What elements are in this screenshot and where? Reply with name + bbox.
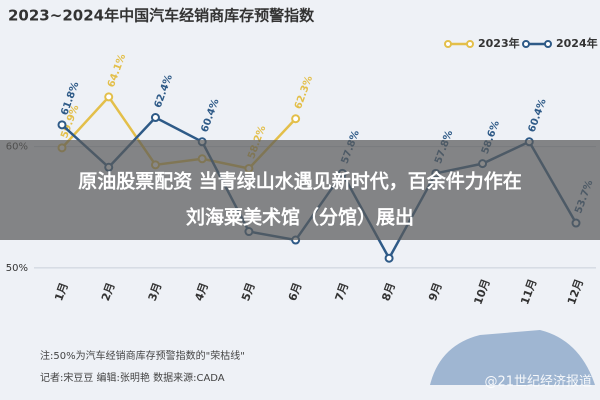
note: 注:50%为汽车经销商库存预警指数的"荣枯线" bbox=[40, 349, 245, 362]
point bbox=[150, 113, 160, 123]
legend-label: 2023年 bbox=[478, 36, 520, 50]
overlay-text: 原油股票配资 当青绿山水遇见新时代，百余件力作在 bbox=[78, 170, 522, 193]
legend-marker bbox=[522, 40, 530, 48]
chart-title: 2023~2024年中国汽车经销商库存预警指数 bbox=[8, 7, 315, 25]
x-tick-label: 6月 bbox=[286, 281, 305, 303]
legend-marker bbox=[466, 40, 474, 48]
x-tick-label: 9月 bbox=[426, 281, 445, 303]
legend-marker bbox=[544, 40, 552, 48]
x-tick-label: 3月 bbox=[146, 281, 165, 303]
point bbox=[384, 253, 394, 263]
x-tick-label: 5月 bbox=[239, 281, 258, 303]
overlay-band bbox=[0, 140, 600, 240]
point bbox=[57, 120, 67, 130]
x-tick-label: 7月 bbox=[333, 281, 352, 303]
point bbox=[104, 92, 114, 102]
y-tick-label: 50% bbox=[6, 263, 28, 274]
overlay-text: 刘海粟美术馆（分馆）展出 bbox=[186, 206, 414, 229]
credits: 记者:宋豆豆 编辑:张明艳 数据来源:CADA bbox=[40, 371, 225, 384]
x-tick-label: 4月 bbox=[192, 281, 211, 303]
watermark: @21世纪经济报道 bbox=[484, 375, 592, 390]
x-tick-label: 8月 bbox=[379, 281, 398, 303]
x-tick-label: 1月 bbox=[52, 281, 71, 303]
legend-marker bbox=[444, 40, 452, 48]
point bbox=[291, 114, 301, 124]
legend-label: 2024年 bbox=[556, 36, 598, 50]
x-tick-label: 2月 bbox=[99, 281, 118, 303]
car-illustration bbox=[430, 330, 595, 385]
